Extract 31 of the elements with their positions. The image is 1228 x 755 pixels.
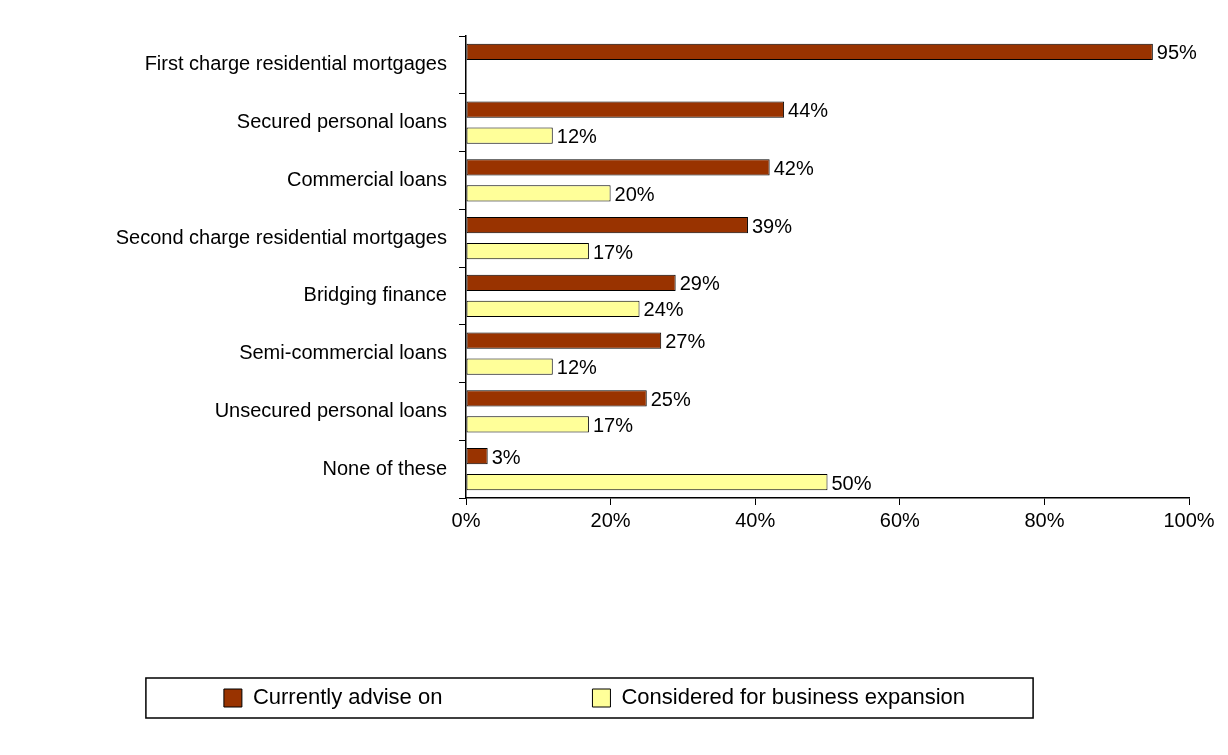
y-tick-label: Bridging finance (303, 283, 447, 306)
data-label: 29% (679, 272, 720, 295)
data-label: 27% (665, 330, 706, 353)
legend-label: Considered for business expansion (621, 684, 966, 710)
data-label: 3% (491, 445, 521, 468)
y-tick-label: First charge residential mortgages (144, 52, 447, 75)
y-tick-label: None of these (322, 456, 447, 479)
data-label: 12% (556, 356, 598, 379)
data-label: 24% (643, 298, 684, 321)
x-tick-label: 80% (1024, 508, 1065, 531)
x-tick-label: 40% (735, 508, 776, 531)
data-label: 95% (1156, 41, 1198, 64)
y-tick-label: Commercial loans (286, 167, 447, 190)
data-label: 20% (614, 182, 655, 205)
legend-label: Currently advise on (252, 684, 443, 710)
data-label: 12% (556, 125, 598, 148)
y-tick-label: Unsecured personal loans (214, 398, 447, 421)
y-tick-label: Semi-commercial loans (239, 341, 447, 364)
x-tick-label: 100% (1163, 508, 1215, 531)
data-label: 17% (592, 413, 634, 436)
x-tick-label: 60% (879, 508, 921, 531)
data-label: 39% (751, 214, 793, 237)
data-label: 17% (592, 240, 634, 263)
x-tick-label: 20% (590, 508, 631, 531)
y-tick-label: Secured personal loans (236, 110, 447, 133)
y-tick-label: Second charge residential mortgages (115, 225, 447, 248)
data-label: 25% (650, 387, 691, 410)
data-label: 42% (773, 156, 814, 179)
data-label: 44% (788, 99, 829, 122)
x-tick-label: 0% (451, 508, 481, 531)
data-label: 50% (831, 471, 872, 494)
